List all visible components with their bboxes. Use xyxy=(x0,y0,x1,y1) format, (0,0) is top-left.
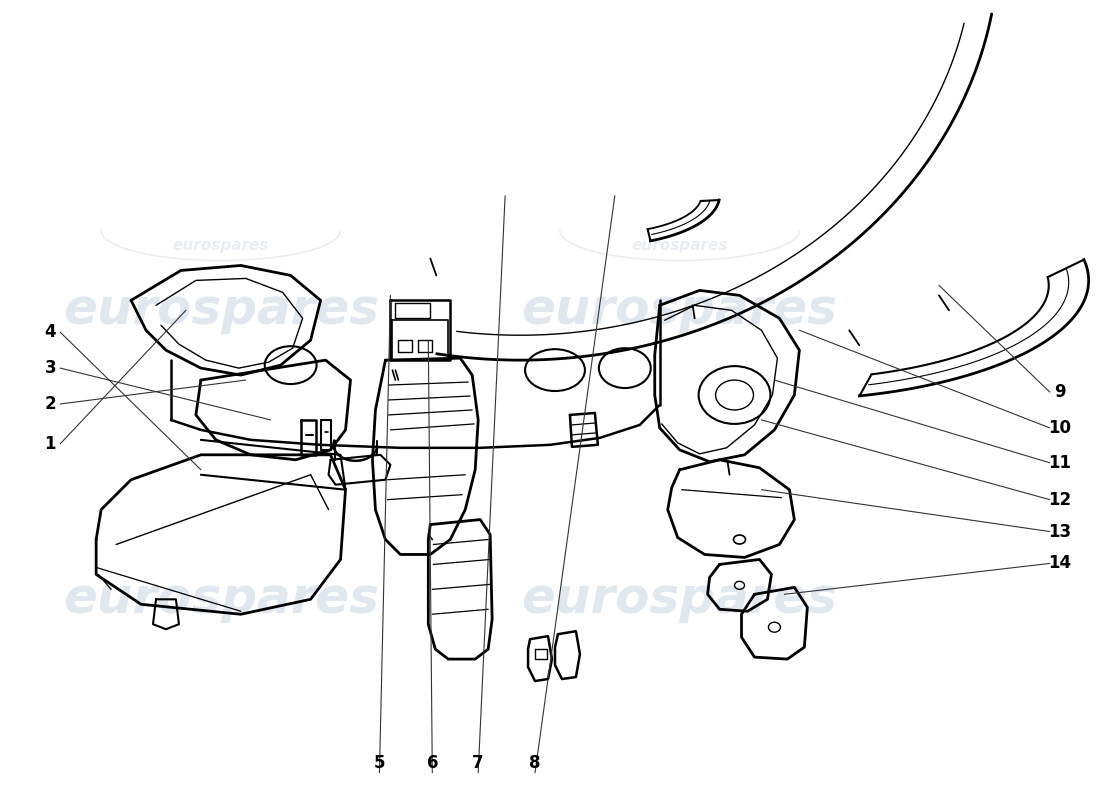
Text: 14: 14 xyxy=(1048,554,1071,573)
Text: eurospares: eurospares xyxy=(521,286,838,334)
Text: 7: 7 xyxy=(472,754,484,772)
Text: 6: 6 xyxy=(427,754,438,772)
Text: 1: 1 xyxy=(44,435,56,453)
Text: eurospares: eurospares xyxy=(631,238,728,253)
Text: 4: 4 xyxy=(44,323,56,342)
Text: 5: 5 xyxy=(374,754,385,772)
Text: 12: 12 xyxy=(1048,490,1071,509)
Text: 2: 2 xyxy=(44,395,56,413)
Text: 13: 13 xyxy=(1048,522,1071,541)
Text: eurospares: eurospares xyxy=(63,575,378,623)
Text: eurospares: eurospares xyxy=(173,238,270,253)
Text: eurospares: eurospares xyxy=(63,286,378,334)
Text: 11: 11 xyxy=(1048,454,1071,472)
Text: 9: 9 xyxy=(1054,383,1066,401)
Text: 3: 3 xyxy=(44,359,56,377)
Text: 8: 8 xyxy=(529,754,541,772)
Text: eurospares: eurospares xyxy=(521,575,838,623)
Text: 10: 10 xyxy=(1048,419,1071,437)
